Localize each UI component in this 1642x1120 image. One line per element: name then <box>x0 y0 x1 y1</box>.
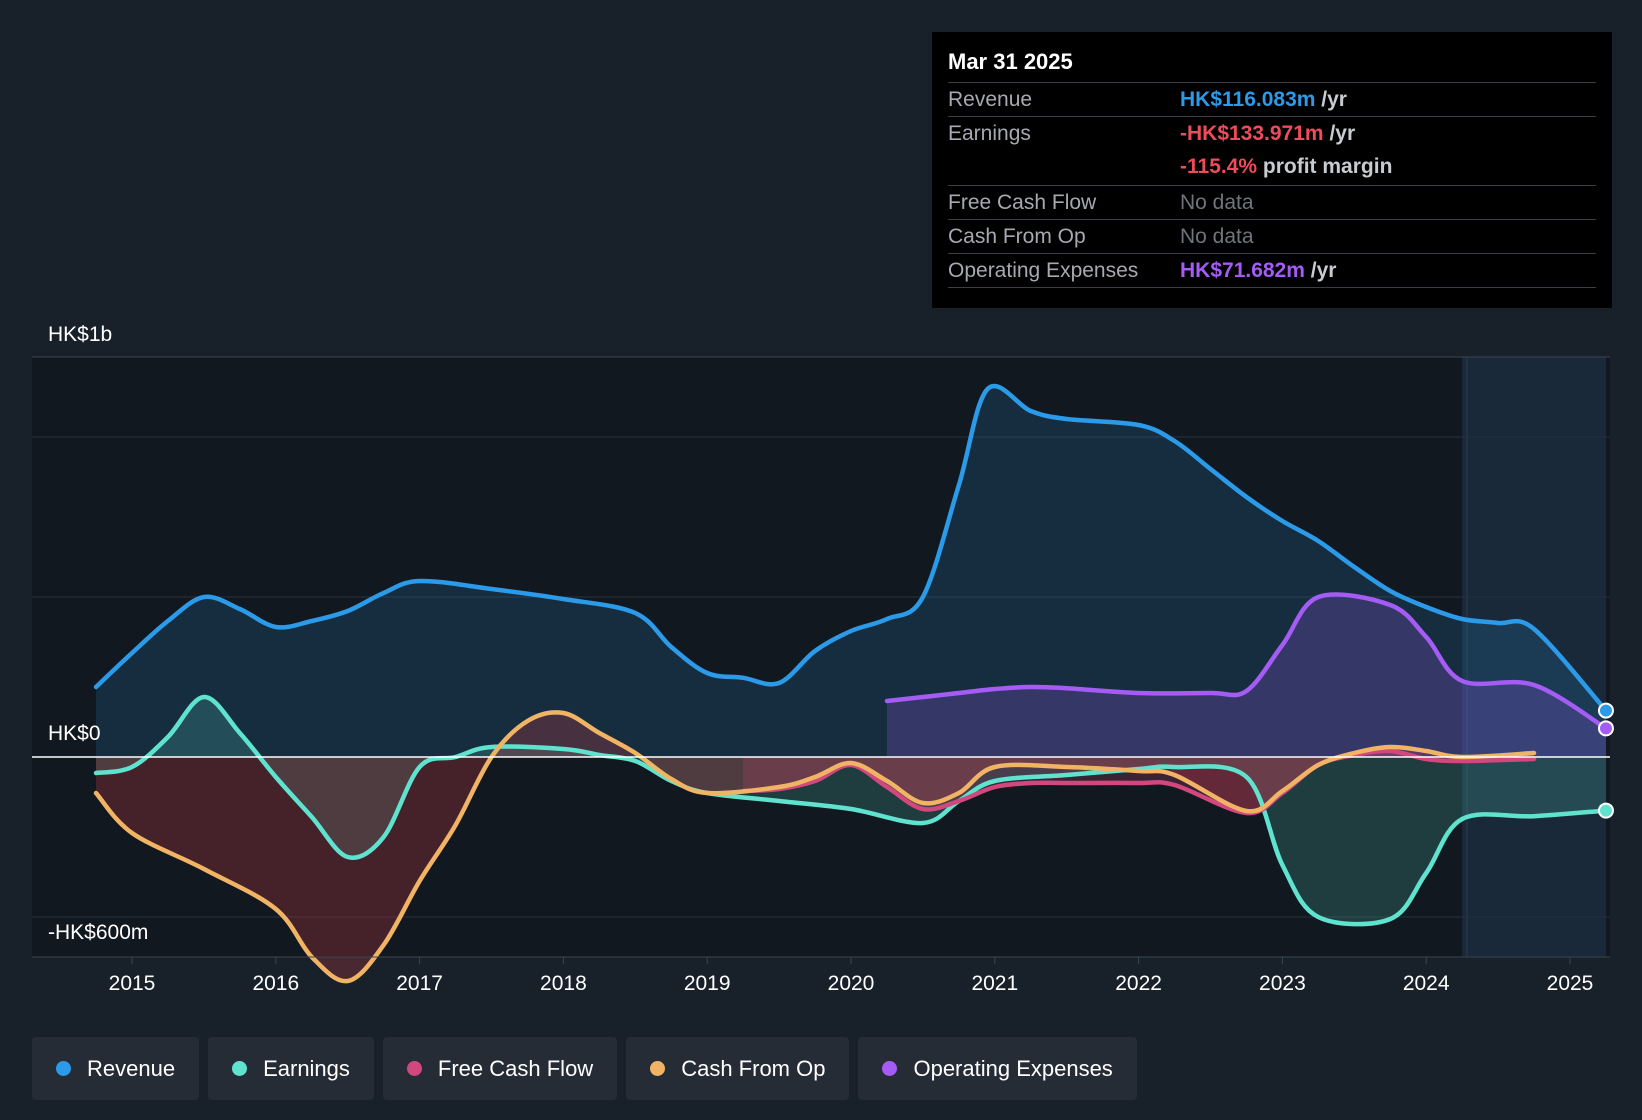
x-tick-label: 2018 <box>540 972 587 995</box>
x-tick-label: 2021 <box>971 972 1018 995</box>
x-tick-label: 2019 <box>684 972 731 995</box>
tooltip-panel: Mar 31 2025 Revenue HK$116.083m /yr Earn… <box>932 32 1612 308</box>
legend-dot-icon <box>406 1061 422 1076</box>
tooltip-row-operating-expenses: Operating Expenses HK$71.682m /yr <box>948 253 1596 288</box>
tooltip-label: Earnings <box>948 122 1031 145</box>
legend-dot-icon <box>232 1061 248 1076</box>
legend-label: Free Cash Flow <box>437 1055 594 1081</box>
area-operating-expenses <box>887 594 1606 757</box>
end-point-earnings <box>1597 802 1614 819</box>
legend-dot-icon <box>882 1061 898 1076</box>
end-point-operating-expenses <box>1597 720 1614 737</box>
tooltip-label: Operating Expenses <box>948 259 1139 282</box>
line-revenue <box>93 383 1609 713</box>
x-tick-label: 2017 <box>396 972 443 995</box>
legend-dot-icon <box>56 1061 71 1076</box>
x-tick-label: 2020 <box>828 972 875 995</box>
tooltip-label: Cash From Op <box>948 225 1086 248</box>
legend-label: Cash From Op <box>681 1055 826 1081</box>
tooltip-label: Revenue <box>948 88 1033 111</box>
area-cash-from-op <box>96 712 1534 982</box>
area-revenue <box>96 386 1606 757</box>
tooltip-row-cash-from-op: Cash From Op No data <box>948 219 1596 253</box>
tooltip-unit: /yr <box>1321 88 1347 111</box>
tooltip-value: HK$71.682m <box>1180 259 1305 282</box>
tooltip-row-earnings: Earnings -HK$133.971m /yr -115.4% profit… <box>948 116 1596 185</box>
y-label-top: HK$1b <box>48 323 112 346</box>
line-cash-from-op <box>93 710 1537 984</box>
legend-dot-icon <box>650 1061 666 1076</box>
x-tick-label: 2015 <box>109 972 156 995</box>
legend-item-free-cash-flow[interactable]: Free Cash Flow <box>382 1037 618 1100</box>
legend-item-revenue[interactable]: Revenue <box>32 1037 200 1100</box>
plot-background <box>32 357 1610 957</box>
legend-label: Operating Expenses <box>913 1055 1113 1081</box>
legend-item-cash-from-op[interactable]: Cash From Op <box>626 1037 850 1100</box>
y-label-zero: HK$0 <box>48 722 101 745</box>
legend: Revenue Earnings Free Cash Flow Cash Fro… <box>32 1037 1137 1100</box>
tooltip-value: No data <box>1180 225 1254 248</box>
x-tick-label: 2016 <box>252 972 299 995</box>
line-operating-expenses <box>884 592 1609 731</box>
legend-item-earnings[interactable]: Earnings <box>208 1037 374 1100</box>
tooltip-margin-label: profit margin <box>1262 155 1393 178</box>
legend-item-operating-expenses[interactable]: Operating Expenses <box>858 1037 1137 1100</box>
line-earnings <box>93 694 1609 927</box>
tooltip-margin-value: -115.4% <box>1180 155 1258 178</box>
y-label-bottom: -HK$600m <box>48 921 148 944</box>
tooltip-row-revenue: Revenue HK$116.083m /yr <box>948 82 1596 116</box>
area-earnings <box>96 696 1606 925</box>
tooltip-unit: /yr <box>1329 122 1356 145</box>
x-tick-label: 2022 <box>1115 972 1162 995</box>
tooltip-unit: /yr <box>1310 259 1337 282</box>
forecast-region <box>1462 357 1606 957</box>
legend-label: Earnings <box>263 1055 350 1081</box>
end-point-revenue <box>1597 702 1614 719</box>
tooltip-value: No data <box>1180 191 1254 214</box>
tooltip-label: Free Cash Flow <box>948 191 1097 214</box>
x-tick-label: 2025 <box>1547 972 1594 995</box>
tooltip-date: Mar 31 2025 <box>948 49 1073 74</box>
line-free-cash-flow <box>740 748 1537 816</box>
x-tick-label: 2024 <box>1403 972 1450 995</box>
x-tick-label: 2023 <box>1259 972 1306 995</box>
legend-label: Revenue <box>87 1055 176 1081</box>
tooltip-value: HK$116.083m <box>1180 88 1316 111</box>
tooltip-value: -HK$133.971m <box>1180 122 1324 145</box>
tooltip-row-free-cash-flow: Free Cash Flow No data <box>948 185 1596 219</box>
